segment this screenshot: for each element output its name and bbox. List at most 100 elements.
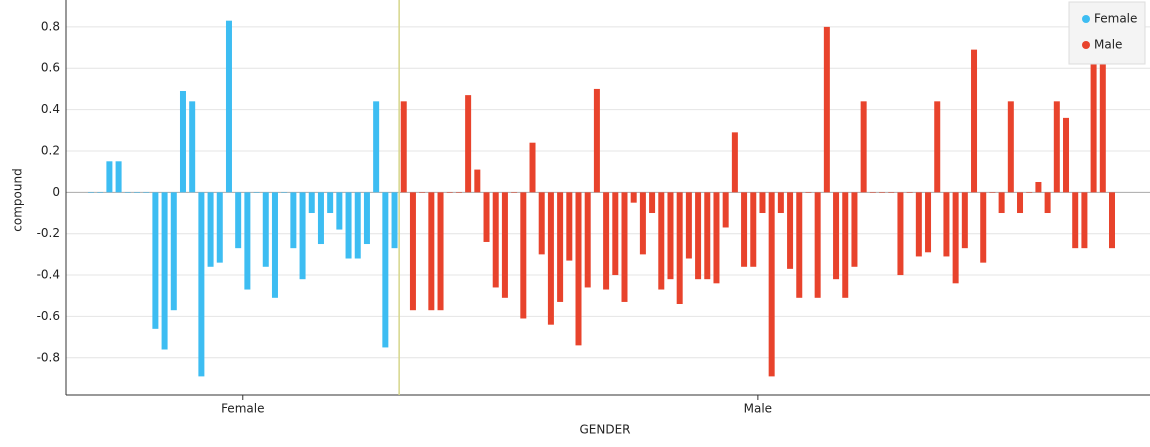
- bar: [244, 192, 251, 290]
- bar: [216, 192, 223, 263]
- bar: [152, 192, 159, 329]
- bar: [106, 161, 113, 193]
- bar: [998, 192, 1005, 214]
- bar: [869, 192, 876, 193]
- bar: [225, 20, 232, 193]
- bar: [1090, 62, 1097, 193]
- bar: [557, 192, 564, 302]
- bar: [1072, 192, 1079, 249]
- bar: [961, 192, 968, 249]
- bar: [649, 192, 656, 214]
- bar: [354, 192, 361, 259]
- bar: [391, 192, 398, 249]
- bar: [198, 192, 205, 377]
- bar: [88, 192, 94, 193]
- y-tick-label: -0.4: [37, 268, 60, 282]
- bar: [639, 192, 646, 255]
- x-tick-label: Male: [744, 402, 772, 416]
- legend: Female Male: [1068, 1, 1146, 65]
- bar: [207, 192, 214, 267]
- bar: [1109, 192, 1115, 249]
- bar: [133, 192, 140, 193]
- bar: [455, 192, 462, 193]
- bar: [124, 192, 131, 193]
- bar: [336, 192, 343, 230]
- bar: [400, 101, 407, 193]
- y-axis-label: compound: [11, 168, 25, 231]
- bar: [833, 192, 840, 280]
- bar: [474, 169, 481, 193]
- bar: [290, 192, 297, 249]
- bar: [823, 26, 830, 193]
- bar: [915, 192, 922, 257]
- bar: [235, 192, 242, 249]
- bar: [327, 192, 334, 214]
- y-tick-label: -0.6: [37, 309, 60, 323]
- bar: [952, 192, 959, 284]
- bar: [1081, 192, 1088, 249]
- bar: [373, 101, 380, 193]
- y-tick-label: 0: [52, 185, 60, 199]
- bar: [1017, 192, 1024, 214]
- bar: [593, 88, 600, 193]
- bar: [501, 192, 508, 298]
- bar: [1044, 192, 1051, 214]
- bar: [603, 192, 610, 290]
- x-tick-label: Female: [221, 402, 264, 416]
- bar: [281, 192, 288, 193]
- bar: [925, 192, 932, 253]
- bar: [538, 192, 545, 255]
- legend-marker: [1082, 41, 1090, 49]
- legend-marker: [1082, 15, 1090, 23]
- bar: [768, 192, 775, 377]
- bar: [115, 161, 122, 193]
- bar: [713, 192, 720, 284]
- bar: [170, 192, 177, 311]
- bar: [437, 192, 444, 311]
- bar: [575, 192, 582, 346]
- bar: [943, 192, 950, 257]
- bar: [722, 192, 729, 228]
- bar: [630, 192, 637, 203]
- bar: [1026, 192, 1033, 193]
- legend-label: Male: [1094, 38, 1122, 52]
- bar: [888, 192, 895, 193]
- bar: [317, 192, 324, 245]
- bar: [446, 192, 453, 193]
- bar: [741, 192, 748, 267]
- bar: [584, 192, 591, 288]
- legend-box: [1068, 1, 1146, 65]
- bar: [685, 192, 692, 259]
- bar: [1053, 101, 1060, 193]
- bar: [566, 192, 573, 261]
- bar: [787, 192, 794, 269]
- bar: [695, 192, 702, 280]
- bar: [271, 192, 278, 298]
- bar: [667, 192, 674, 280]
- bar: [796, 192, 803, 298]
- bar: [676, 192, 683, 305]
- y-tick-label: 0.8: [41, 19, 60, 33]
- bar: [759, 192, 766, 214]
- bar: [547, 192, 554, 325]
- bar: [299, 192, 306, 280]
- bar: [980, 192, 987, 263]
- bar: [189, 101, 196, 193]
- bar: [777, 192, 784, 214]
- bar: [879, 192, 886, 193]
- bar: [934, 101, 941, 193]
- bar: [511, 192, 518, 193]
- bar: [1099, 62, 1106, 193]
- legend-label: Female: [1094, 12, 1137, 26]
- bar: [143, 192, 150, 193]
- bar: [262, 192, 269, 267]
- y-tick-label: 0.2: [41, 143, 60, 157]
- bar: [363, 192, 370, 245]
- bar: [520, 192, 527, 319]
- bar: [814, 192, 821, 298]
- bar: [731, 132, 738, 193]
- bar: [529, 142, 536, 193]
- bar: [621, 192, 628, 302]
- bar: [483, 192, 490, 242]
